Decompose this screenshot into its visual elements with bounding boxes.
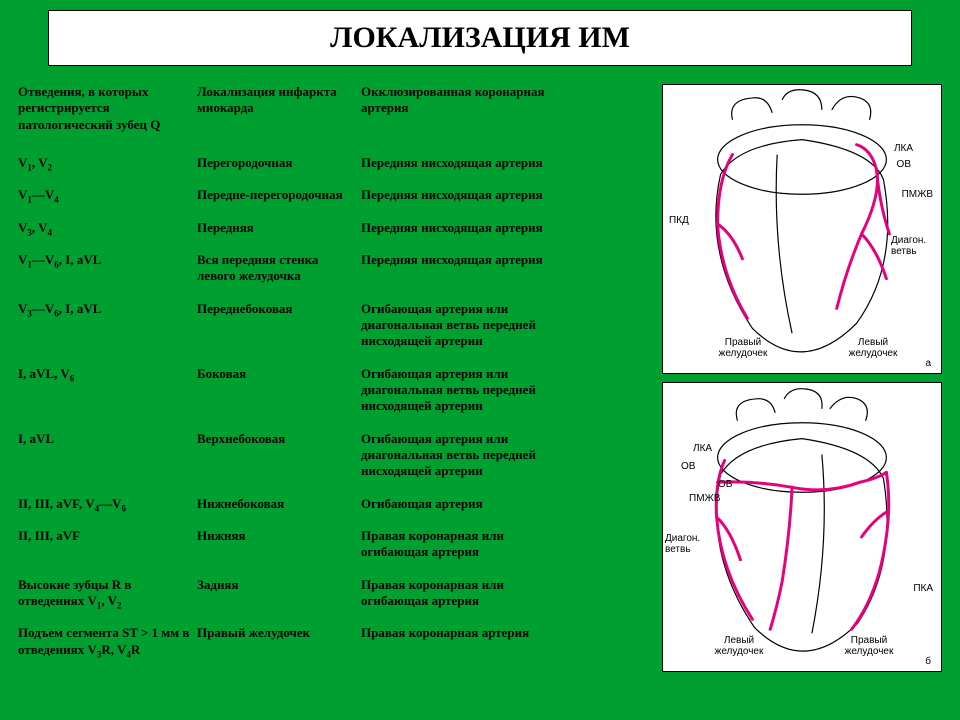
table-cell-localization: Боковая xyxy=(197,366,357,429)
col-header-2: Локализация инфаркта миокарда xyxy=(197,84,357,153)
heart-anterior-svg xyxy=(663,85,941,373)
label2-ov: ОВ xyxy=(681,461,695,472)
label-lv: Левый желудочек xyxy=(843,337,903,359)
heart-anterior-figure: ЛКА ОВ ПМЖВ Диагон. ветвь ПКД Правый жел… xyxy=(662,84,942,374)
label2-lka: ЛКА xyxy=(693,443,712,454)
label2-rv: Правый желудочек xyxy=(839,635,899,657)
table-cell-leads: Подъем сегмента ST > 1 мм в отведениях V… xyxy=(18,625,193,672)
table-cell-artery: Правая коронарная артерия xyxy=(361,625,561,672)
label-diag: Диагон. ветвь xyxy=(891,235,939,257)
table-cell-localization: Перегородочная xyxy=(197,155,357,185)
table-cell-artery: Правая коронарная или огибающая артерия xyxy=(361,528,561,575)
label-lka: ЛКА xyxy=(894,143,913,154)
title-box: ЛОКАЛИЗАЦИЯ ИМ xyxy=(48,10,912,66)
table-cell-leads: Высокие зубцы R в отведениях V1, V2 xyxy=(18,577,193,624)
label-rv: Правый желудочек xyxy=(713,337,773,359)
table-cell-localization: Вся передняя стенка левого желудочка xyxy=(197,252,357,299)
col-header-3: Окклюзированная коронарная артерия xyxy=(361,84,561,153)
label2-pmzhv: ПМЖВ xyxy=(689,493,720,504)
table-cell-localization: Передняя xyxy=(197,220,357,250)
label-ov: ОВ xyxy=(897,159,911,170)
label-pmzhv: ПМЖВ xyxy=(902,189,933,200)
table-cell-localization: Нижняя xyxy=(197,528,357,575)
col-header-1: Отведения, в которых регистрируется пато… xyxy=(18,84,193,153)
table-cell-leads: II, III, aVF xyxy=(18,528,193,575)
page-title: ЛОКАЛИЗАЦИЯ ИМ xyxy=(89,21,871,55)
table-cell-localization: Переднебоковая xyxy=(197,301,357,364)
content-row: Отведения, в которых регистрируется пато… xyxy=(18,84,942,672)
heart-posterior-svg xyxy=(663,383,941,671)
table-cell-artery: Огибающая артерия или диагональная ветвь… xyxy=(361,301,561,364)
label-tag-a: а xyxy=(925,358,931,369)
mi-localization-table: Отведения, в которых регистрируется пато… xyxy=(18,84,658,672)
table-cell-artery: Правая коронарная или огибающая артерия xyxy=(361,577,561,624)
table-cell-artery: Огибающая артерия или диагональная ветвь… xyxy=(361,431,561,494)
slide: ЛОКАЛИЗАЦИЯ ИМ Отведения, в которых реги… xyxy=(0,0,960,720)
table-cell-leads: V1—V4 xyxy=(18,187,193,217)
table-cell-localization: Задняя xyxy=(197,577,357,624)
table-cell-artery: Огибающая артерия xyxy=(361,496,561,526)
table-cell-leads: V1—V6, I, aVL xyxy=(18,252,193,299)
label2-lv: Левый желудочек xyxy=(709,635,769,657)
table-cell-leads: I, aVL, V6 xyxy=(18,366,193,429)
table-cell-artery: Передняя нисходящая артерия xyxy=(361,187,561,217)
table-cell-artery: Передняя нисходящая артерия xyxy=(361,155,561,185)
label-pka: ПКД xyxy=(669,215,689,226)
table-cell-leads: V3, V4 xyxy=(18,220,193,250)
label2-ov2: ОВ xyxy=(718,479,732,490)
label2-tag-b: б xyxy=(925,656,931,667)
table-cell-localization: Нижнебоковая xyxy=(197,496,357,526)
table-cell-artery: Огибающая артерия или диагональная ветвь… xyxy=(361,366,561,429)
table-cell-artery: Передняя нисходящая артерия xyxy=(361,220,561,250)
table-cell-artery: Передняя нисходящая артерия xyxy=(361,252,561,299)
table-cell-leads: I, aVL xyxy=(18,431,193,494)
table-cell-localization: Передне-перегородочная xyxy=(197,187,357,217)
table-cell-leads: II, III, aVF, V4—V6 xyxy=(18,496,193,526)
label2-pka: ПКА xyxy=(913,583,933,594)
table-cell-leads: V1, V2 xyxy=(18,155,193,185)
table-cell-localization: Правый желудочек xyxy=(197,625,357,672)
label2-diag: Диагон. ветвь xyxy=(665,533,713,555)
figures-column: ЛКА ОВ ПМЖВ Диагон. ветвь ПКД Правый жел… xyxy=(662,84,942,672)
table-cell-leads: V3—V6, I, aVL xyxy=(18,301,193,364)
heart-posterior-figure: ЛКА ОВ ОВ ПМЖВ Диагон. ветвь ПКА Левый ж… xyxy=(662,382,942,672)
table-cell-localization: Верхнебоковая xyxy=(197,431,357,494)
